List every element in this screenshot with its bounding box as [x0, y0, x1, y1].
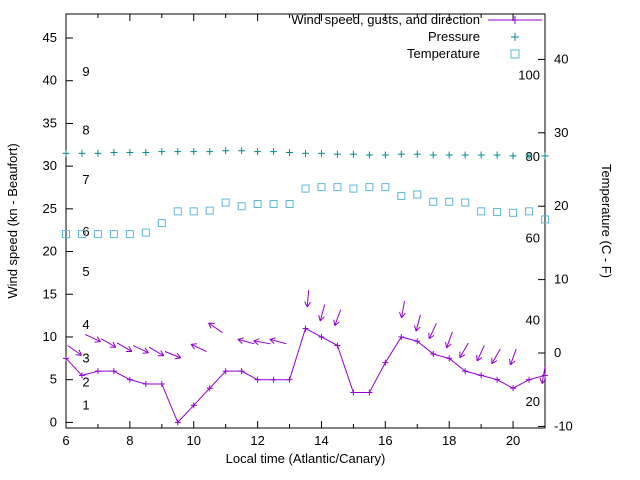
svg-text:80: 80 [526, 149, 540, 164]
pressure-series [62, 147, 549, 160]
svg-text:14: 14 [314, 433, 328, 448]
svg-text:16: 16 [378, 433, 392, 448]
svg-text:40: 40 [554, 51, 568, 66]
svg-text:Temperature: Temperature [407, 46, 480, 61]
svg-text:5: 5 [82, 264, 89, 279]
beaufort-scale-labels: 1 2 3 4 5 6 7 8 9 [82, 64, 89, 412]
svg-text:-10: -10 [554, 418, 573, 433]
svg-text:3: 3 [82, 350, 89, 365]
svg-text:Pressure: Pressure [428, 29, 480, 44]
svg-text:20: 20 [43, 244, 57, 259]
legend: Wind speed, gusts, and direction Pressure… [291, 12, 542, 61]
svg-text:45: 45 [43, 30, 57, 45]
svg-text:100: 100 [518, 68, 540, 83]
svg-text:7: 7 [82, 172, 89, 187]
temperature-series [62, 183, 549, 239]
svg-text:6: 6 [82, 224, 89, 239]
svg-text:15: 15 [43, 286, 57, 301]
gust-direction-arrows [67, 289, 547, 384]
svg-text:10: 10 [186, 433, 200, 448]
svg-text:2: 2 [82, 374, 89, 389]
svg-text:20: 20 [506, 433, 520, 448]
svg-text:0: 0 [554, 345, 561, 360]
svg-text:9: 9 [82, 64, 89, 79]
svg-text:60: 60 [526, 230, 540, 245]
svg-text:12: 12 [250, 433, 264, 448]
svg-text:40: 40 [43, 73, 57, 88]
svg-text:4: 4 [82, 317, 89, 332]
svg-text:8: 8 [82, 122, 89, 137]
svg-text:1: 1 [82, 397, 89, 412]
svg-text:6: 6 [62, 433, 69, 448]
svg-text:20: 20 [526, 394, 540, 409]
svg-text:Temperature (C - F): Temperature (C - F) [599, 164, 614, 278]
svg-text:10: 10 [43, 329, 57, 344]
svg-text:10: 10 [554, 272, 568, 287]
svg-text:30: 30 [554, 125, 568, 140]
svg-text:Wind speed, gusts, and directi: Wind speed, gusts, and direction [291, 12, 480, 27]
svg-text:Wind speed (kn - Beaufort): Wind speed (kn - Beaufort) [5, 143, 20, 298]
svg-text:40: 40 [526, 313, 540, 328]
fahrenheit-scale-labels: 20 40 60 80 100 [518, 68, 540, 410]
svg-text:0: 0 [50, 414, 57, 429]
axes: 6 8 10 12 14 16 18 20051015202530354045-1001020… [43, 13, 573, 448]
svg-text:8: 8 [126, 433, 133, 448]
svg-text:Local time (Atlantic/Canary): Local time (Atlantic/Canary) [226, 451, 386, 466]
axis-titles: Local time (Atlantic/Canary) Wind speed (… [5, 143, 614, 466]
svg-text:20: 20 [554, 198, 568, 213]
svg-text:5: 5 [50, 372, 57, 387]
wind-series [63, 325, 548, 426]
svg-text:25: 25 [43, 201, 57, 216]
svg-text:18: 18 [442, 433, 456, 448]
svg-text:30: 30 [43, 158, 57, 173]
svg-text:35: 35 [43, 115, 57, 130]
